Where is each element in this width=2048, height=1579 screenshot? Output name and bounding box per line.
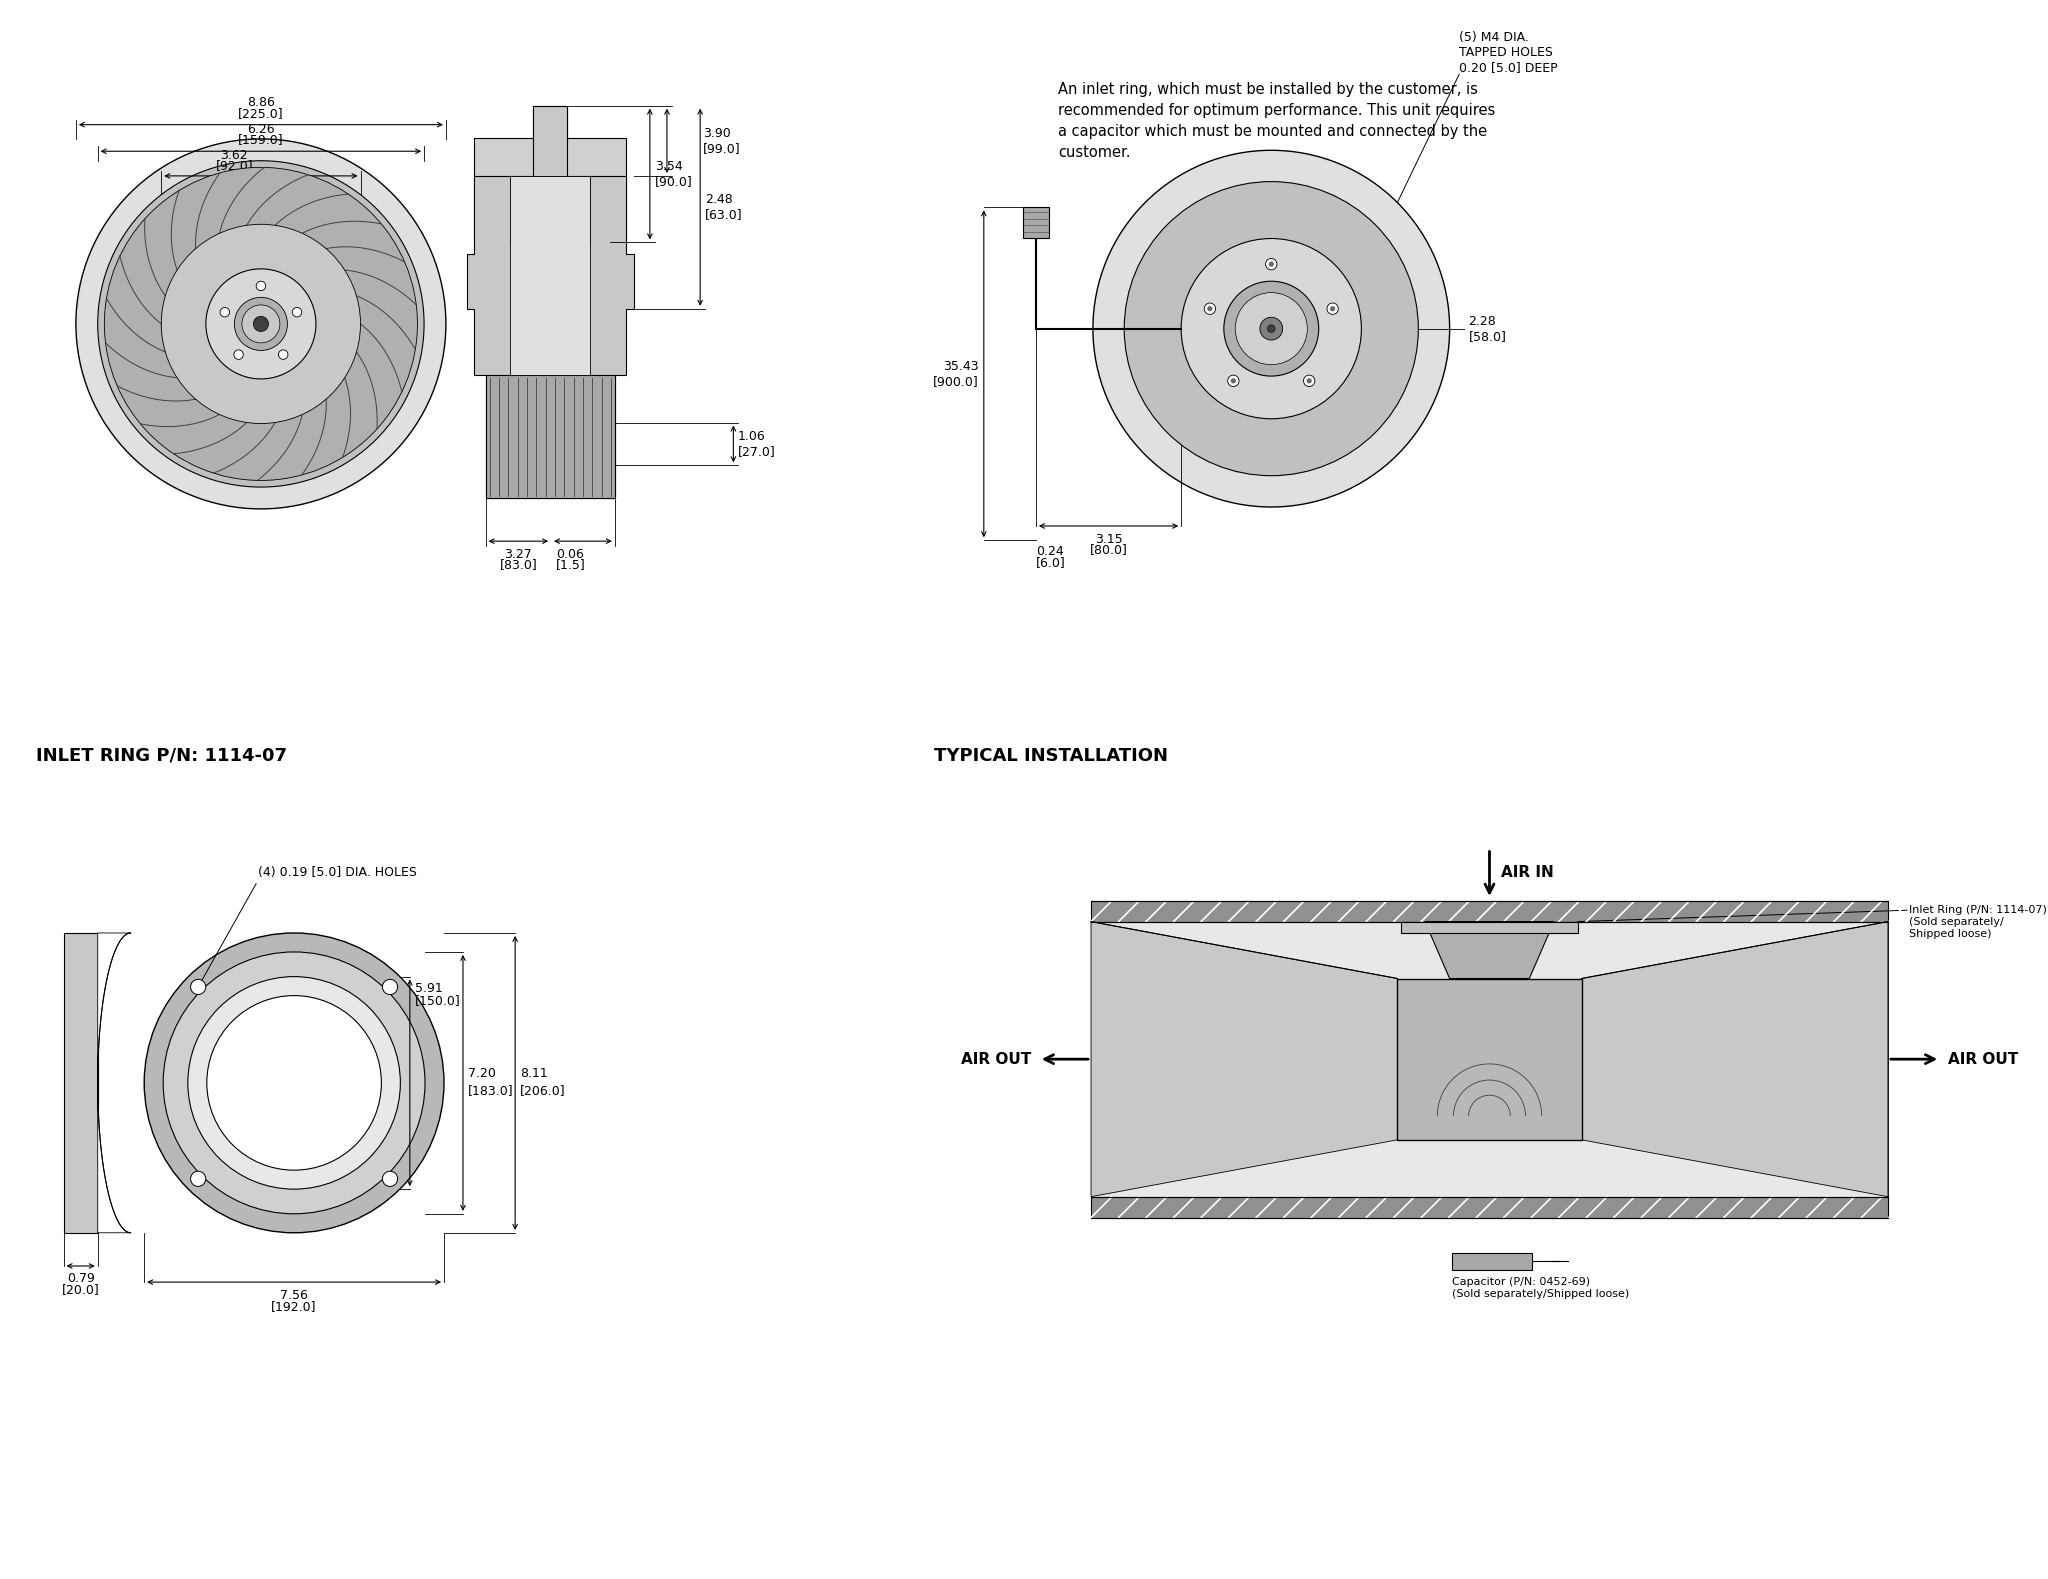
Text: [150.0]: [150.0] [414,993,461,1007]
Bar [510,175,590,242]
Circle shape [383,979,397,995]
Text: (4) 0.19 [5.0] DIA. HOLES: (4) 0.19 [5.0] DIA. HOLES [258,865,418,880]
Text: [99.0]: [99.0] [702,142,741,155]
Polygon shape [1581,922,1888,1197]
Bar [1092,922,1888,1197]
Text: 1.06: 1.06 [737,429,766,442]
Text: 3.62: 3.62 [221,148,248,161]
Text: [63.0]: [63.0] [705,208,743,221]
Text: TYPICAL INSTALLATION: TYPICAL INSTALLATION [934,747,1169,764]
Polygon shape [98,933,131,1233]
Text: AIR OUT: AIR OUT [1948,1052,2017,1067]
Text: INLET RING P/N: 1114-07: INLET RING P/N: 1114-07 [37,747,287,764]
Text: AIR IN: AIR IN [1501,865,1554,880]
Text: 2.28: 2.28 [1468,314,1497,327]
Circle shape [1307,379,1311,382]
Text: customer.: customer. [1059,145,1130,159]
Bar [63,933,98,1233]
Text: [159.0]: [159.0] [238,134,285,147]
Text: AIR OUT: AIR OUT [961,1052,1032,1067]
Circle shape [1204,303,1217,314]
Text: (5) M4 DIA.
TAPPED HOLES
0.20 [5.0] DEEP: (5) M4 DIA. TAPPED HOLES 0.20 [5.0] DEEP [1458,32,1559,74]
Circle shape [1303,376,1315,387]
Circle shape [164,952,426,1214]
Polygon shape [1092,922,1397,1197]
Text: a capacitor which must be mounted and connected by the: a capacitor which must be mounted and co… [1059,123,1487,139]
Text: [206.0]: [206.0] [520,1083,565,1097]
Polygon shape [467,106,633,499]
Text: [900.0]: [900.0] [934,374,979,388]
Text: 7.56: 7.56 [281,1288,307,1303]
Text: 8.86: 8.86 [248,96,274,109]
Text: [92.0]: [92.0] [215,159,254,172]
Circle shape [207,268,315,379]
Circle shape [188,977,399,1189]
Text: 7.20: 7.20 [467,1067,496,1080]
Circle shape [162,224,360,423]
Bar [475,137,627,242]
Circle shape [1231,379,1235,382]
Circle shape [383,1172,397,1186]
Text: 2.48: 2.48 [705,193,733,207]
Circle shape [279,351,289,360]
Text: [20.0]: [20.0] [61,1284,100,1296]
Circle shape [76,139,446,508]
Text: [192.0]: [192.0] [270,1300,317,1314]
Text: 0.06: 0.06 [555,548,584,561]
Circle shape [1235,292,1307,365]
Text: 8.11: 8.11 [520,1067,547,1080]
Circle shape [1094,150,1450,507]
Bar [1397,979,1583,1140]
Text: 0.24: 0.24 [1036,545,1063,557]
Bar [1452,1252,1532,1270]
Text: [27.0]: [27.0] [737,445,776,458]
Circle shape [1124,182,1419,475]
Circle shape [207,996,381,1170]
Circle shape [256,281,266,291]
Circle shape [254,316,268,332]
Bar [532,106,567,137]
Circle shape [1268,325,1276,333]
Circle shape [1182,238,1362,418]
Bar [485,376,614,499]
Bar [1401,922,1577,933]
Text: Capacitor (P/N: 0452-69)
(Sold separately/Shipped loose): Capacitor (P/N: 0452-69) (Sold separatel… [1452,1277,1628,1300]
Text: [90.0]: [90.0] [655,175,692,188]
Circle shape [233,297,287,351]
Text: An inlet ring, which must be installed by the customer, is: An inlet ring, which must be installed b… [1059,82,1479,96]
Circle shape [1260,317,1282,339]
Circle shape [1208,306,1212,311]
Text: [80.0]: [80.0] [1090,543,1128,556]
Text: [225.0]: [225.0] [238,107,285,120]
Circle shape [1266,259,1278,270]
Bar [1092,900,1888,922]
Text: 35.43: 35.43 [944,360,979,373]
Circle shape [98,161,424,486]
Bar [1092,1197,1888,1217]
Text: Inlet Ring (P/N: 1114-07)
(Sold separately/
Shipped loose): Inlet Ring (P/N: 1114-07) (Sold separate… [1909,905,2046,938]
Circle shape [242,305,281,343]
Text: [1.5]: [1.5] [555,559,586,572]
Text: [183.0]: [183.0] [467,1083,514,1097]
Circle shape [143,933,444,1233]
Text: [83.0]: [83.0] [500,559,537,572]
Text: 0.79: 0.79 [68,1271,94,1285]
Text: [6.0]: [6.0] [1036,556,1065,570]
Text: 3.54: 3.54 [655,159,682,174]
Bar [510,175,590,376]
Text: Blower: Blower [1460,1052,1520,1067]
Circle shape [293,308,301,317]
Circle shape [1270,262,1274,265]
Circle shape [1225,281,1319,376]
Circle shape [233,351,244,360]
Bar [1022,207,1049,238]
Text: [58.0]: [58.0] [1468,330,1507,343]
Text: 6.26: 6.26 [248,123,274,136]
Circle shape [219,308,229,317]
Circle shape [190,979,205,995]
Text: recommended for optimum performance. This unit requires: recommended for optimum performance. Thi… [1059,103,1495,118]
Circle shape [104,167,418,480]
Circle shape [1227,376,1239,387]
Text: 3.27: 3.27 [504,548,532,561]
Circle shape [190,1172,205,1186]
